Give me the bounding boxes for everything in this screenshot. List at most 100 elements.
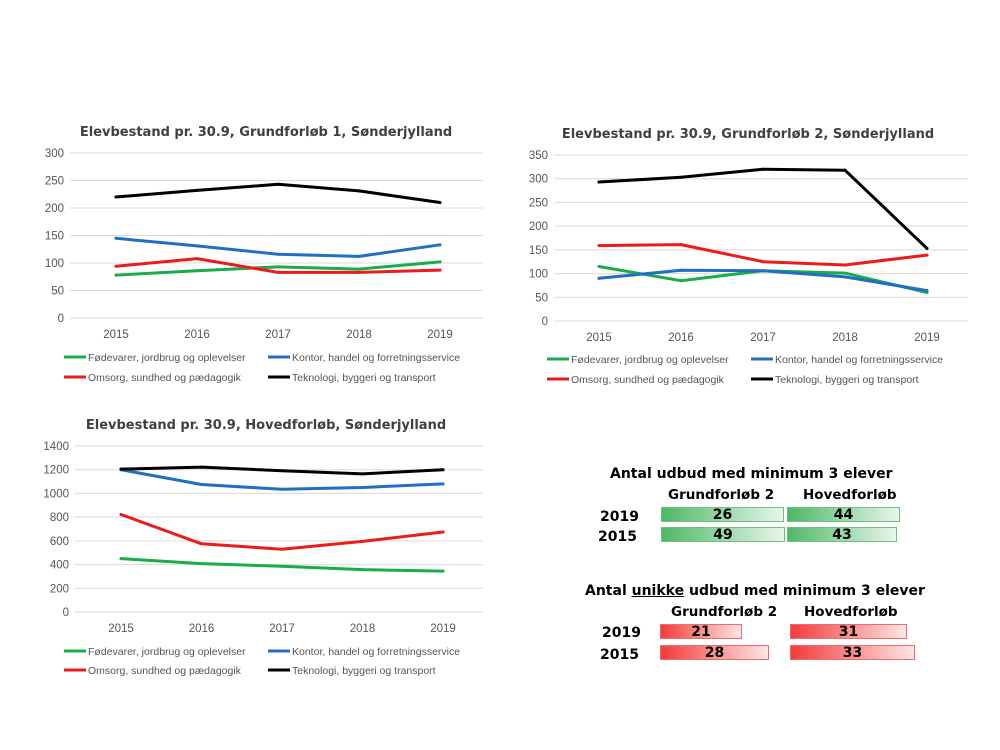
data-point xyxy=(679,175,683,179)
data-point xyxy=(119,513,123,517)
chart-grundforloeb-1-svg: Elevbestand pr. 30.9, Grundforløb 1, Søn… xyxy=(45,125,483,384)
data-point xyxy=(361,539,364,543)
cell-value: 21 xyxy=(691,624,711,640)
data-point xyxy=(438,268,442,272)
x-tick-label: 2019 xyxy=(430,623,456,635)
data-point xyxy=(843,275,847,279)
table-unikke-title-pre: Antal xyxy=(585,583,632,599)
data-point xyxy=(925,246,929,250)
y-tick-label: 800 xyxy=(50,512,69,524)
y-tick-label: 350 xyxy=(529,150,548,162)
x-tick-label: 2015 xyxy=(108,623,134,635)
table-unikke-col-hovedforloeb: Hovedforløb xyxy=(804,604,898,620)
chart-hovedforloeb-svg: Elevbestand pr. 30.9, Hovedforløb, Sønde… xyxy=(43,418,483,677)
data-point xyxy=(438,201,442,204)
y-tick-label: 50 xyxy=(51,286,64,298)
y-tick-label: 50 xyxy=(535,292,548,304)
data-point xyxy=(200,562,203,566)
cell-fill xyxy=(791,646,914,659)
data-point xyxy=(195,269,199,273)
y-tick-label: 300 xyxy=(529,174,548,186)
y-tick-label: 1400 xyxy=(43,441,69,453)
data-point xyxy=(761,260,765,264)
legend-label: Omsorg, sundhed og pædagogik xyxy=(88,665,242,677)
data-point xyxy=(597,180,601,184)
chart-grundforloeb-2: Elevbestand pr. 30.9, Grundforløb 2, Søn… xyxy=(500,0,1000,400)
table-udbud-cell: 44 xyxy=(787,507,900,523)
series-line-omsorg-sundhed-og-p-dagogik xyxy=(119,513,445,551)
table-udbud-cell: 26 xyxy=(661,507,784,523)
legend-label: Omsorg, sundhed og pædagogik xyxy=(88,372,242,384)
y-tick-label: 250 xyxy=(529,197,548,209)
series-line-teknologi-byggeri-og-transport xyxy=(114,182,442,204)
data-point xyxy=(114,273,118,277)
chart-title: Elevbestand pr. 30.9, Grundforløb 1, Søn… xyxy=(80,125,452,140)
table-udbud-col-grundforloeb: Grundforløb 2 xyxy=(668,487,775,503)
data-point xyxy=(361,486,364,489)
data-point xyxy=(761,269,765,273)
y-tick-label: 0 xyxy=(542,316,548,328)
data-point xyxy=(361,472,364,476)
cell-value: 31 xyxy=(838,624,859,640)
data-point xyxy=(597,244,601,248)
data-point xyxy=(276,252,280,256)
data-point xyxy=(357,254,361,258)
table-unikke-year: 2019 xyxy=(602,625,641,641)
y-tick-label: 300 xyxy=(45,148,64,160)
table-unikke-title-post: udbud med minimum 3 elever xyxy=(684,583,925,599)
chart-title: Elevbestand pr. 30.9, Grundforløb 2, Søn… xyxy=(562,127,934,142)
table-unikke-title-underlined: unikke xyxy=(631,583,685,599)
y-tick-label: 100 xyxy=(45,258,64,270)
table-unikke-year: 2015 xyxy=(600,647,639,663)
table-unikke-cell: 28 xyxy=(660,645,769,661)
data-point xyxy=(441,530,445,534)
y-tick-label: 200 xyxy=(45,203,64,215)
x-tick-label: 2015 xyxy=(586,332,612,344)
legend-label: Fødevarer, jordbrug og oplevelser xyxy=(571,354,729,366)
data-point xyxy=(276,182,280,186)
series-line-teknologi-byggeri-og-transport xyxy=(597,167,929,250)
data-point xyxy=(119,467,123,471)
data-point xyxy=(441,468,445,472)
data-point xyxy=(441,482,445,486)
y-tick-label: 400 xyxy=(50,560,69,572)
table-unikke-udbud: Antal unikke udbud med minimum 3 elever … xyxy=(580,583,925,673)
y-tick-label: 250 xyxy=(45,176,64,188)
table-udbud-cell: 43 xyxy=(787,527,897,543)
legend-label: Kontor, handel og forretningsservice xyxy=(775,354,943,366)
x-tick-label: 2016 xyxy=(668,332,694,344)
table-unikke-title: Antal unikke udbud med minimum 3 elever xyxy=(585,583,925,599)
data-point xyxy=(597,264,601,268)
chart-hovedforloeb: Elevbestand pr. 30.9, Hovedforløb, Sønde… xyxy=(0,400,500,750)
y-tick-label: 0 xyxy=(58,313,64,325)
data-point xyxy=(280,487,284,491)
chart-grundforloeb-1: Elevbestand pr. 30.9, Grundforløb 1, Søn… xyxy=(0,0,500,400)
cell-value: 43 xyxy=(832,527,852,543)
cell-fill xyxy=(791,625,906,638)
chart-title: Elevbestand pr. 30.9, Hovedforløb, Sønde… xyxy=(86,418,446,433)
cell-fill xyxy=(661,646,768,659)
data-point xyxy=(843,168,847,172)
table-udbud-title: Antal udbud med minimum 3 elever xyxy=(610,466,893,482)
legend-label: Teknologi, byggeri og transport xyxy=(292,665,436,677)
data-point xyxy=(200,465,203,469)
table-udbud-col-hovedforloeb: Hovedforløb xyxy=(803,487,897,503)
data-point xyxy=(761,167,765,171)
x-tick-label: 2018 xyxy=(350,623,376,635)
y-tick-label: 1200 xyxy=(43,465,69,477)
data-point xyxy=(843,263,847,267)
y-tick-label: 0 xyxy=(63,607,69,619)
legend-label: Teknologi, byggeri og transport xyxy=(292,372,436,384)
y-tick-label: 150 xyxy=(529,245,548,257)
x-tick-label: 2019 xyxy=(427,329,453,341)
table-unikke-cell: 31 xyxy=(790,624,907,640)
cell-fill xyxy=(788,528,896,541)
data-point xyxy=(114,236,118,240)
y-tick-label: 600 xyxy=(50,536,69,548)
data-point xyxy=(280,547,284,551)
table-udbud-year: 2015 xyxy=(598,529,637,545)
x-tick-label: 2017 xyxy=(750,332,776,344)
data-point xyxy=(925,289,929,293)
x-tick-label: 2015 xyxy=(103,329,129,341)
data-point xyxy=(438,243,442,247)
